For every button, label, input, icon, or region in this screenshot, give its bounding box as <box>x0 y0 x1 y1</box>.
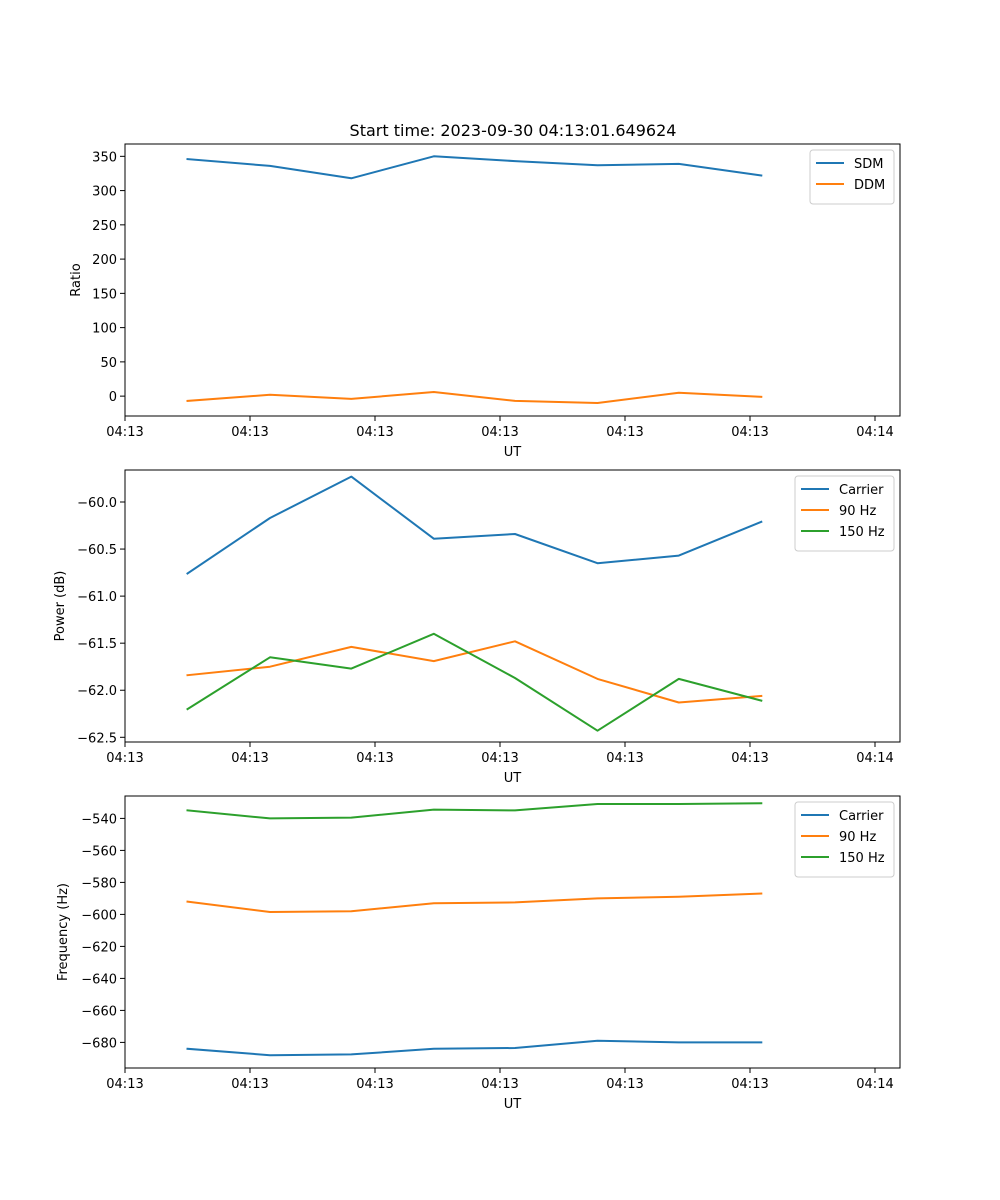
legend: Carrier 90 Hz 150 Hz <box>794 801 895 878</box>
y-tick-label: −62.5 <box>77 731 117 746</box>
legend-box <box>794 475 895 552</box>
x-tick-label: 04:13 <box>356 1077 393 1092</box>
chart-panel-1: 04:13 04:13 04:13 04:13 04:13 04:13 04:14 0 50 10… <box>69 143 901 460</box>
legend-box <box>794 801 895 878</box>
series-line-150-hz <box>186 632 763 732</box>
series-line-ddm <box>186 391 763 404</box>
y-tick-label: 0 <box>109 390 117 405</box>
y-tick-label: −640 <box>81 972 117 987</box>
x-tick-label: 04:13 <box>106 425 143 440</box>
x-axis-label: UT <box>504 1097 522 1112</box>
x-tick-label: 04:13 <box>231 1077 268 1092</box>
legend-label: 90 Hz <box>839 830 876 845</box>
x-tick-label: 04:13 <box>356 425 393 440</box>
y-tick-label: −680 <box>81 1036 117 1051</box>
x-tick-label: 04:14 <box>856 425 893 440</box>
series-line-carrier <box>186 1039 763 1057</box>
x-axis-label: UT <box>504 771 522 786</box>
chart-panel-3: 04:13 04:13 04:13 04:13 04:13 04:13 04:14 −680 −… <box>56 795 901 1112</box>
x-tick-label: 04:13 <box>231 425 268 440</box>
series-line-150-hz <box>186 802 763 820</box>
x-tick-label: 04:14 <box>856 751 893 766</box>
x-tick-label: 04:13 <box>106 1077 143 1092</box>
x-tick-label: 04:13 <box>606 425 643 440</box>
y-tick-label: 200 <box>92 253 117 268</box>
x-tick-label: 04:13 <box>606 1077 643 1092</box>
x-tick-label: 04:13 <box>231 751 268 766</box>
y-tick-label: −600 <box>81 908 117 923</box>
legend-label: DDM <box>854 178 885 193</box>
x-tick-label: 04:13 <box>731 751 768 766</box>
axes-frame <box>124 143 901 417</box>
y-tick-label: −560 <box>81 844 117 859</box>
y-tick-label: −60.5 <box>77 543 117 558</box>
series-line-90-hz <box>186 640 763 704</box>
axes-frame <box>124 795 901 1069</box>
legend-label: 150 Hz <box>839 851 885 866</box>
legend-label: Carrier <box>839 809 884 824</box>
y-tick-label: −580 <box>81 876 117 891</box>
y-tick-label: 150 <box>92 287 117 302</box>
legend-label: Carrier <box>839 483 884 498</box>
y-tick-label: 50 <box>100 356 117 371</box>
figure-title: Start time: 2023-09-30 04:13:01.649624 <box>350 121 677 140</box>
y-tick-label: −540 <box>81 812 117 827</box>
x-tick-label: 04:13 <box>731 425 768 440</box>
y-tick-label: 300 <box>92 185 117 200</box>
plot-area <box>125 144 900 416</box>
y-axis-label: Ratio <box>69 263 84 296</box>
y-axis-label: Frequency (Hz) <box>56 883 71 981</box>
y-axis-label: Power (dB) <box>53 571 68 642</box>
legend-label: SDM <box>854 157 883 172</box>
legend-label: 90 Hz <box>839 504 876 519</box>
series-line-90-hz <box>186 892 763 913</box>
y-tick-label: −620 <box>81 940 117 955</box>
legend-label: 150 Hz <box>839 525 885 540</box>
legend: Carrier 90 Hz 150 Hz <box>794 475 895 552</box>
x-tick-label: 04:13 <box>606 751 643 766</box>
y-tick-label: −60.0 <box>77 496 117 511</box>
x-tick-label: 04:13 <box>356 751 393 766</box>
x-tick-label: 04:13 <box>481 1077 518 1092</box>
plot-area <box>125 796 900 1068</box>
y-tick-label: −660 <box>81 1004 117 1019</box>
y-tick-label: 100 <box>92 322 117 337</box>
x-tick-label: 04:13 <box>481 751 518 766</box>
y-tick-label: −62.0 <box>77 684 117 699</box>
axes-frame <box>124 469 901 743</box>
y-tick-label: −61.5 <box>77 637 117 652</box>
x-axis-label: UT <box>504 445 522 460</box>
y-tick-label: −61.0 <box>77 590 117 605</box>
legend: SDM DDM <box>809 149 895 205</box>
series-line-sdm <box>186 155 763 180</box>
y-tick-label: 350 <box>92 150 117 165</box>
x-tick-label: 04:14 <box>856 1077 893 1092</box>
x-tick-label: 04:13 <box>731 1077 768 1092</box>
y-tick-label: 250 <box>92 219 117 234</box>
x-tick-label: 04:13 <box>106 751 143 766</box>
chart-panel-2: 04:13 04:13 04:13 04:13 04:13 04:13 04:14 −62.5… <box>53 469 901 786</box>
plot-area <box>125 470 900 742</box>
series-line-carrier <box>186 475 763 575</box>
x-tick-label: 04:13 <box>481 425 518 440</box>
